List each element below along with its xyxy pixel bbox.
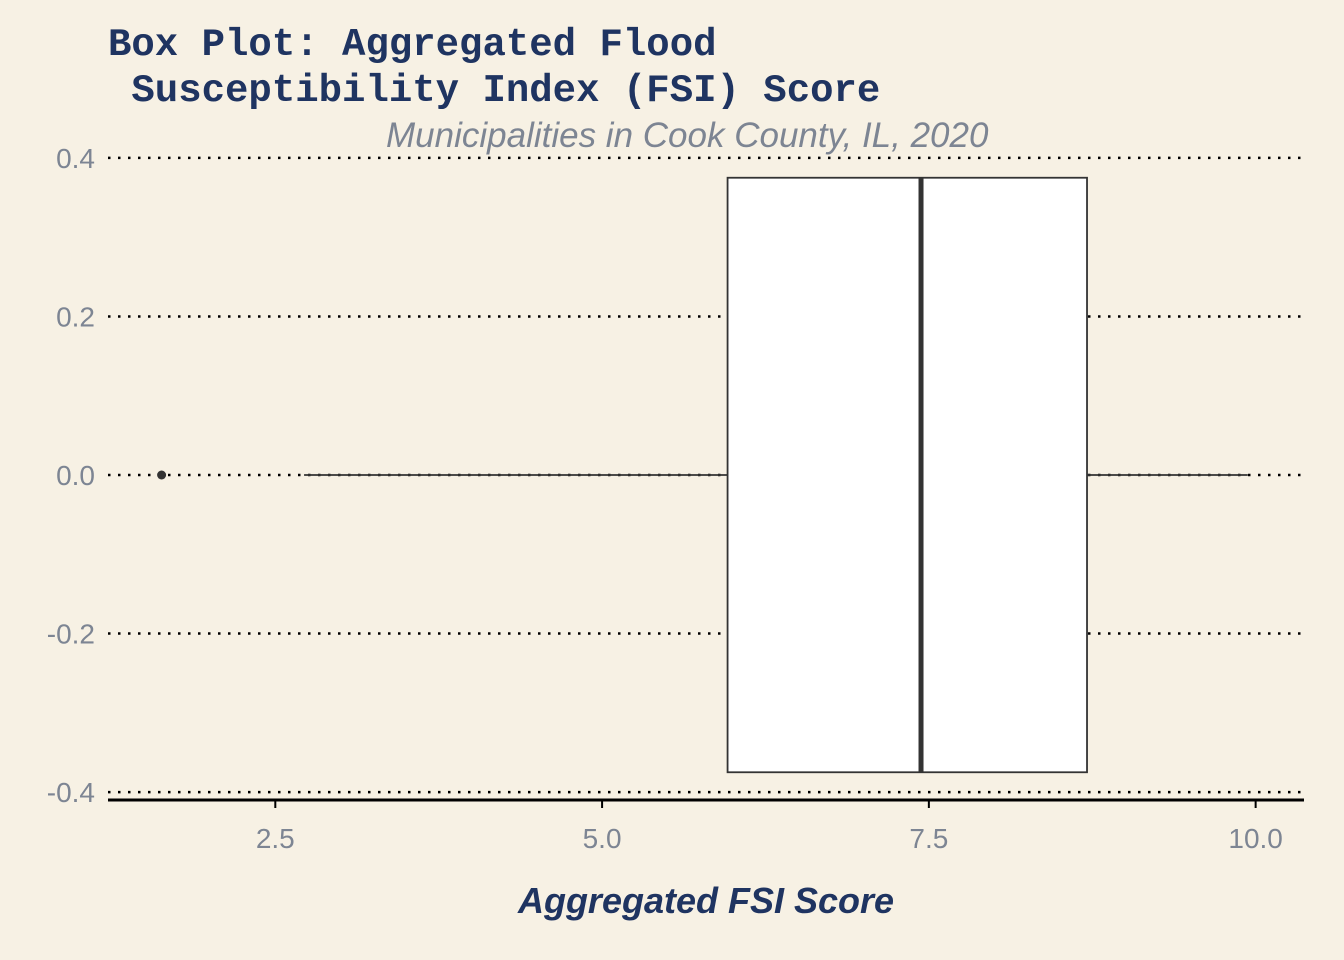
chart-title: Box Plot: Aggregated Flood Susceptibilit… [108,23,881,113]
chart-subtitle: Municipalities in Cook County, IL, 2020 [386,116,989,155]
x-tick-label: 10.0 [1228,823,1283,854]
outlier-point [157,470,167,480]
axis-ticks: 0.4 0.2 0.0 -0.2 -0.4 2.5 5.0 7.5 10.0 [47,143,1283,854]
box-marks [157,176,1248,774]
x-tick-label: 7.5 [909,823,948,854]
iqr-box [726,176,1088,774]
y-tick-label: 0.2 [56,301,95,332]
y-tick-label: -0.4 [47,777,95,808]
y-tick-label: 0.4 [56,143,95,174]
y-tick-label: -0.2 [47,619,95,650]
x-axis-title: Aggregated FSI Score [517,880,895,921]
x-tick-label: 5.0 [583,823,622,854]
y-tick-label: 0.0 [56,460,95,491]
x-tick-label: 2.5 [256,823,295,854]
